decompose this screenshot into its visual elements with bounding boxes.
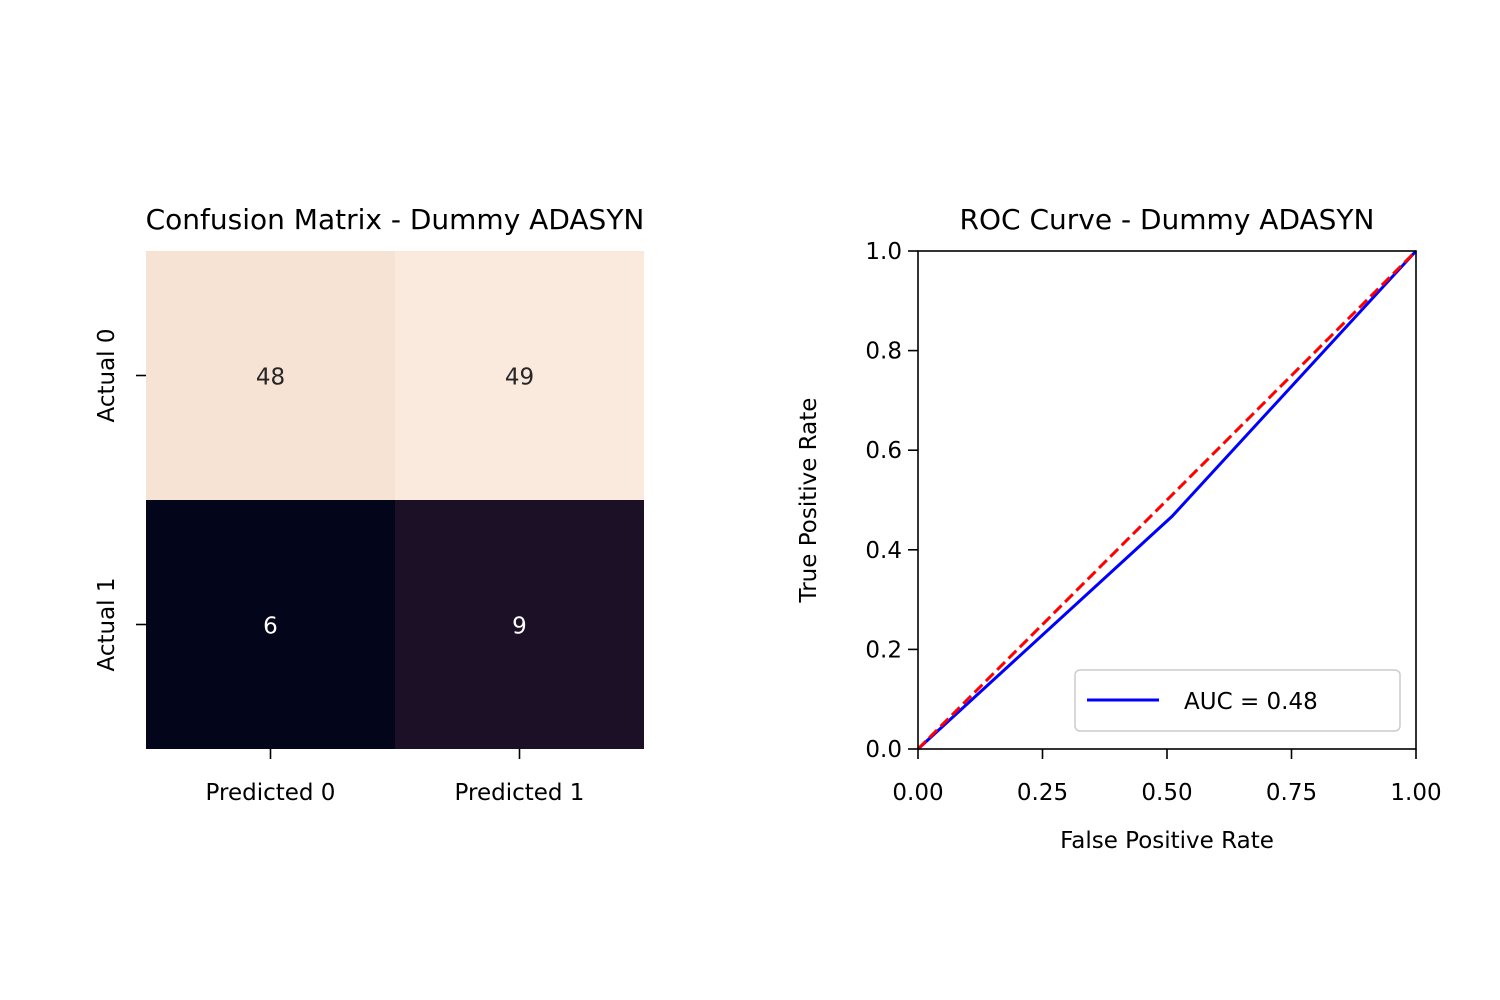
cm-cell-r1-c1 [395,500,644,749]
cm-cell-r0-c0 [146,251,395,500]
roc-legend-box [1074,669,1401,732]
roc-x-tick-label: 0.75 [1266,780,1317,806]
roc-x-tick-label: 0.25 [1017,780,1068,806]
roc-x-tick-label: 0.00 [892,780,943,806]
roc-y-tick-label: 0.0 [865,737,902,763]
roc-x-tick-label: 0.50 [1141,780,1192,806]
cm-cell-r0-c1 [395,251,644,500]
cm-cell-value: 49 [505,365,534,391]
confusion-matrix-panel: Confusion Matrix - Dummy ADASYN 48 49 6 9 A… [94,203,644,806]
confusion-matrix-title: Confusion Matrix - Dummy ADASYN [146,203,645,236]
roc-y-tick-label: 0.2 [865,637,902,663]
cm-x-tick-label: Predicted 0 [206,780,336,806]
cm-cell-value: 9 [512,614,527,640]
roc-x-tick-label: 1.00 [1390,780,1441,806]
roc-curve-title: ROC Curve - Dummy ADASYN [960,203,1375,236]
cm-cell-value: 48 [256,365,285,391]
confusion-matrix-y-ticks: Actual 0 Actual 1 [94,329,146,672]
cm-y-tick-label: Actual 1 [94,578,120,672]
roc-x-axis-label: False Positive Rate [1060,828,1274,854]
cm-cell-value: 6 [263,614,278,640]
confusion-matrix-x-ticks: Predicted 0 Predicted 1 [206,749,585,806]
roc-series [916,249,1418,751]
roc-chance-line [916,249,1418,751]
confusion-matrix-cells: 48 49 6 9 [146,251,644,749]
cm-cell-r1-c0 [146,500,395,749]
roc-legend-label: AUC = 0.48 [1184,689,1318,715]
roc-curve-panel: ROC Curve - Dummy ADASYN 0.00 0.25 0.50 0.7… [796,203,1442,854]
cm-y-tick-label: Actual 0 [94,329,120,423]
roc-y-ticks: 0.0 0.2 0.4 0.6 0.8 1.0 [865,239,918,763]
roc-y-tick-label: 0.4 [865,538,902,564]
roc-x-ticks: 0.00 0.25 0.50 0.75 1.00 [892,749,1442,806]
roc-legend: AUC = 0.48 [1074,669,1401,732]
roc-y-tick-label: 0.6 [865,438,902,464]
roc-y-axis-label: True Positive Rate [796,398,822,604]
roc-y-tick-label: 1.0 [865,239,902,265]
cm-x-tick-label: Predicted 1 [455,780,585,806]
roc-y-tick-label: 0.8 [865,339,902,365]
roc-curve-line [916,249,1418,751]
